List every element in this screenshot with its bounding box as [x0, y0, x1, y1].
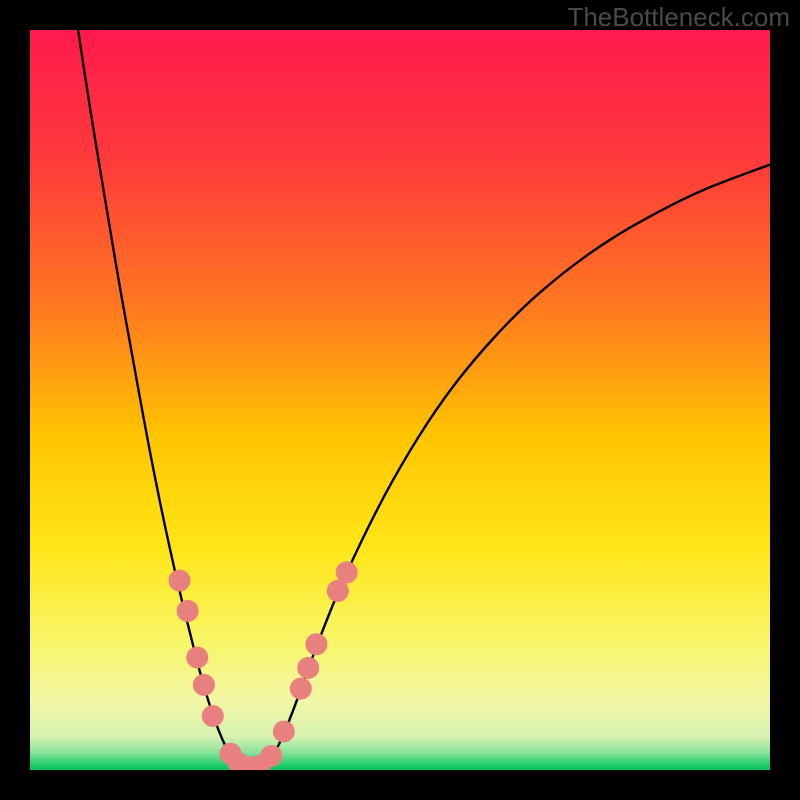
watermark-text: TheBottleneck.com — [567, 2, 790, 33]
data-marker — [186, 647, 208, 669]
data-marker — [168, 570, 190, 592]
data-marker — [177, 600, 199, 622]
data-marker — [273, 721, 295, 743]
data-marker — [336, 561, 358, 583]
data-marker — [202, 705, 224, 727]
chart-container: TheBottleneck.com — [0, 0, 800, 800]
data-marker — [290, 678, 312, 700]
data-marker — [260, 745, 282, 767]
data-marker — [193, 674, 215, 696]
data-marker — [297, 657, 319, 679]
data-marker — [305, 633, 327, 655]
plot-svg — [30, 30, 770, 770]
plot-area — [30, 30, 770, 770]
